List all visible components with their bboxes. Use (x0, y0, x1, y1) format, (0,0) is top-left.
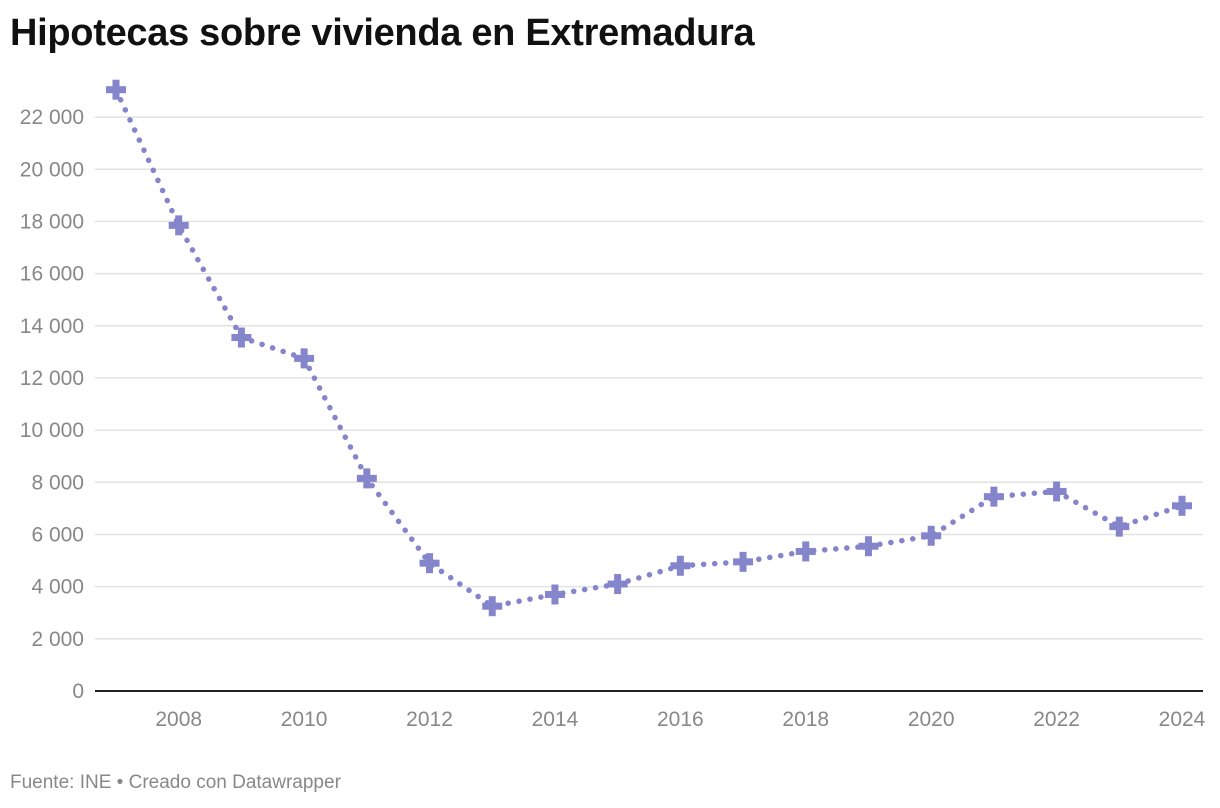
data-point-marker (1172, 495, 1192, 516)
data-point-marker (733, 551, 754, 572)
y-tick-label: 22 000 (20, 106, 84, 129)
data-point-marker (1046, 481, 1067, 502)
x-tick-label: 2020 (908, 708, 955, 731)
data-point-marker (795, 541, 816, 562)
footer-separator: • (116, 772, 124, 793)
y-tick-label: 10 000 (20, 419, 84, 442)
data-point-marker (106, 79, 126, 100)
data-point-marker (544, 584, 565, 605)
y-tick-label: 8 000 (31, 471, 84, 494)
series-line-group (113, 86, 1185, 609)
data-point-marker (356, 468, 377, 489)
data-point-marker (921, 525, 942, 546)
x-tick-label: 2016 (657, 708, 704, 731)
data-point-marker (607, 574, 628, 595)
x-tick-label: 2008 (155, 708, 202, 731)
x-axis-ticks: 2008 2010 2012 2014 2016 2018 2020 2022 2024 (155, 708, 1205, 731)
y-tick-label: 20 000 (20, 158, 84, 181)
chart-title: Hipotecas sobre vivienda en Extremadura (10, 12, 755, 54)
x-tick-label: 2018 (782, 708, 829, 731)
y-tick-label: 16 000 (20, 263, 84, 286)
y-tick-label: 12 000 (20, 367, 84, 390)
data-point-marker (168, 215, 189, 236)
y-tick-label: 4 000 (31, 576, 84, 599)
x-tick-label: 2022 (1033, 708, 1080, 731)
data-point-marker (482, 596, 503, 617)
x-tick-label: 2012 (406, 708, 453, 731)
data-point-marker (1109, 516, 1130, 537)
y-tick-label: 0 (72, 680, 84, 703)
x-tick-label: 2024 (1159, 708, 1206, 731)
y-tick-label: 18 000 (20, 210, 84, 233)
footer: Fuente: INE • Creado con Datawrapper (10, 772, 341, 794)
y-axis-ticks: 0 2 000 4 000 6 000 8 000 10 000 12 000 14 000 1… (20, 106, 84, 703)
x-tick-label: 2014 (532, 708, 579, 731)
data-point-marker (983, 486, 1004, 507)
source-label: Fuente: INE (10, 772, 112, 793)
series-line (113, 86, 1185, 609)
series-markers (106, 79, 1192, 617)
credit-link[interactable]: Creado con Datawrapper (128, 772, 341, 793)
y-tick-label: 14 000 (20, 315, 84, 338)
y-tick-label: 2 000 (31, 628, 84, 651)
data-point-marker (670, 555, 691, 576)
x-tick-label: 2010 (281, 708, 328, 731)
y-tick-label: 6 000 (31, 523, 84, 546)
data-point-marker (231, 327, 252, 348)
data-point-marker (294, 348, 315, 369)
grid-lines (95, 116, 1203, 640)
data-point-marker (858, 536, 879, 557)
data-point-marker (419, 553, 440, 574)
